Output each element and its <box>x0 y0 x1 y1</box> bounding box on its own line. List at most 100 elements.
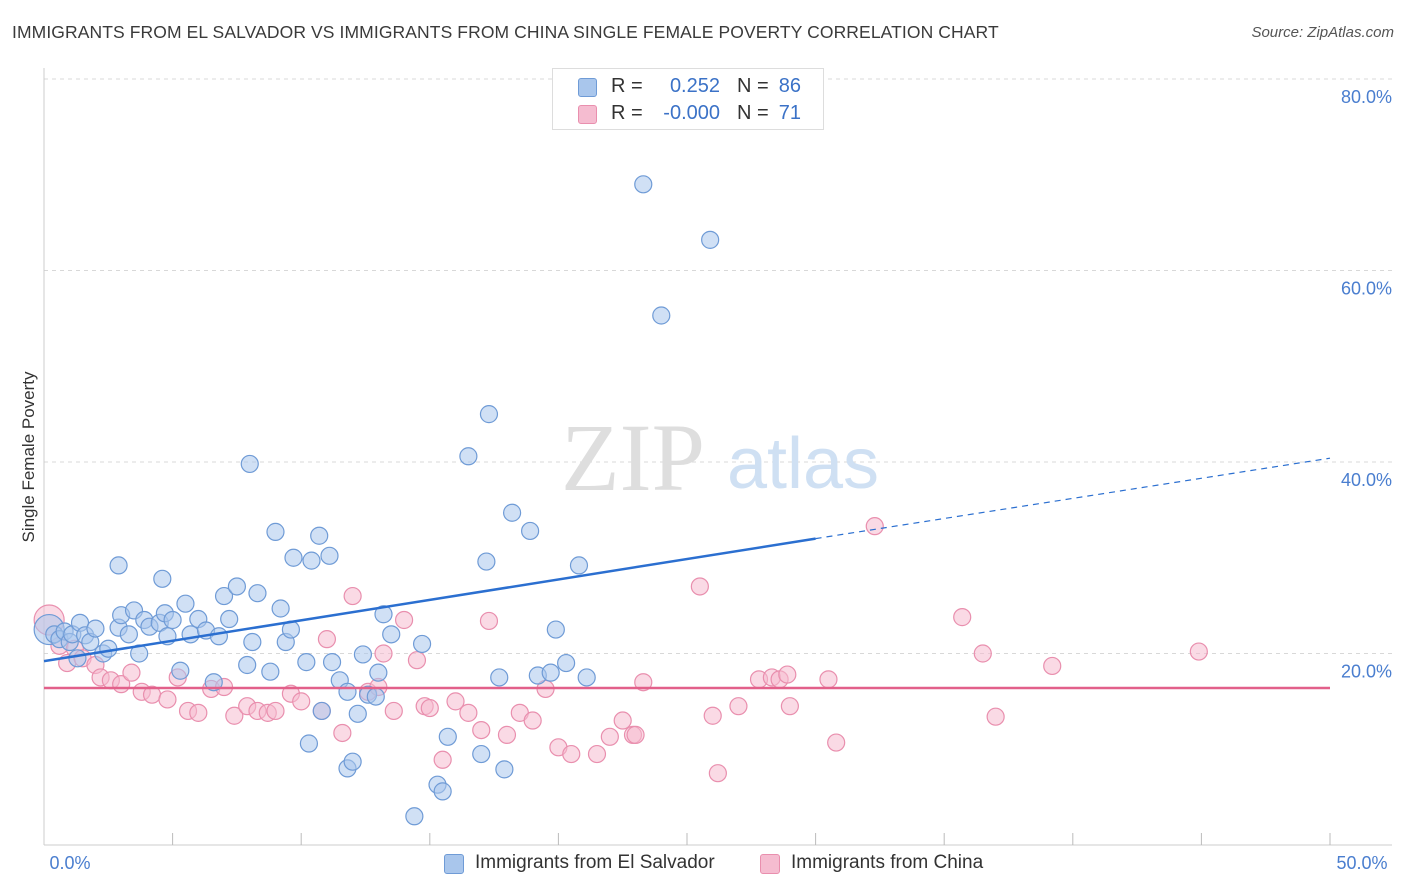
point-china <box>122 663 141 682</box>
watermark-zip: ZIP <box>561 404 705 511</box>
point-el-salvador <box>652 306 671 325</box>
grid <box>44 78 1392 654</box>
point-el-salvador <box>109 556 128 575</box>
point-china <box>973 644 992 663</box>
point-china <box>420 698 439 718</box>
point-el-salvador <box>284 548 303 567</box>
legend-n-value: 71 <box>778 102 801 124</box>
point-el-salvador <box>369 663 388 682</box>
point-china <box>158 690 177 709</box>
point-el-salvador <box>176 594 195 613</box>
point-el-salvador <box>438 727 457 746</box>
point-el-salvador <box>348 704 367 723</box>
point-china <box>703 706 722 725</box>
point-china <box>729 697 748 716</box>
trend-line-el-salvador-extension <box>815 457 1331 540</box>
point-el-salvador <box>546 620 565 639</box>
series-china-points <box>33 517 1208 783</box>
point-el-salvador <box>338 682 357 701</box>
point-china <box>384 701 403 721</box>
y-tick-label: 40.0% <box>1341 470 1392 490</box>
y-tick-label: 20.0% <box>1341 662 1392 682</box>
legend-swatch-blue <box>578 78 597 97</box>
point-el-salvador <box>119 625 138 644</box>
point-el-salvador <box>261 662 280 681</box>
point-el-salvador <box>382 625 401 644</box>
axes <box>43 68 1392 846</box>
point-el-salvador <box>248 584 267 603</box>
legend-n-label: N = <box>737 102 769 124</box>
point-china <box>865 517 884 536</box>
y-tick-label: 80.0% <box>1341 87 1392 107</box>
point-el-salvador <box>503 503 522 522</box>
bottom-legend-label: Immigrants from El Salvador <box>475 852 715 873</box>
y-tick-label: 60.0% <box>1341 279 1392 299</box>
point-el-salvador <box>320 546 339 565</box>
point-china <box>433 750 452 769</box>
point-china <box>634 673 653 692</box>
point-china <box>953 608 972 627</box>
point-el-salvador <box>240 454 259 474</box>
point-china <box>497 725 517 744</box>
trend-lines <box>43 457 1331 690</box>
correlation-legend: R = 0.252 N = 86 R = -0.000 N = 71 <box>552 68 824 130</box>
point-china <box>374 644 393 663</box>
point-china <box>708 764 727 783</box>
point-el-salvador <box>490 668 509 687</box>
legend-r-label: R = <box>611 102 643 124</box>
point-china <box>407 651 427 670</box>
point-china <box>819 670 838 689</box>
point-el-salvador <box>541 663 560 682</box>
point-china <box>523 711 542 730</box>
point-china <box>317 630 337 649</box>
point-china <box>986 707 1005 726</box>
source-label: Source: ZipAtlas.com <box>1251 24 1394 41</box>
point-el-salvador <box>312 701 331 721</box>
chart-title: IMMIGRANTS FROM EL SALVADOR VS IMMIGRANT… <box>12 22 999 42</box>
point-el-salvador <box>634 175 653 194</box>
point-china <box>266 701 285 721</box>
point-el-salvador <box>227 577 246 596</box>
point-china <box>225 706 244 725</box>
point-el-salvador <box>479 405 499 424</box>
point-el-salvador <box>220 609 239 629</box>
point-el-salvador <box>302 551 321 570</box>
point-el-salvador <box>271 599 290 618</box>
point-china <box>562 744 581 764</box>
point-el-salvador <box>353 645 373 664</box>
y-axis-title: Single Female Poverty <box>19 371 38 543</box>
point-el-salvador <box>374 605 393 624</box>
point-el-salvador <box>405 807 424 826</box>
point-china <box>292 692 311 711</box>
point-el-salvador <box>310 526 329 545</box>
point-china <box>827 733 846 752</box>
point-china <box>446 692 465 711</box>
point-el-salvador <box>299 734 319 753</box>
point-china <box>587 744 607 764</box>
point-el-salvador <box>577 668 596 687</box>
point-el-salvador <box>297 653 316 672</box>
point-el-salvador <box>238 655 257 675</box>
point-el-salvador <box>153 569 172 588</box>
point-el-salvador <box>433 782 452 801</box>
watermark: ZIP atlas <box>561 404 879 511</box>
y-tick-labels: 20.0% 40.0% 60.0% 80.0% <box>1341 87 1392 682</box>
point-el-salvador <box>68 649 87 668</box>
point-china <box>600 727 619 746</box>
watermark-atlas: atlas <box>727 424 879 504</box>
point-el-salvador <box>569 556 589 575</box>
point-el-salvador <box>477 552 496 571</box>
point-el-salvador <box>266 522 285 541</box>
point-china <box>1043 656 1062 676</box>
x-ticks <box>172 833 1331 845</box>
bottom-legend-swatch-blue <box>444 854 464 874</box>
bottom-legend-label: Immigrants from China <box>791 852 984 873</box>
point-el-salvador <box>459 447 478 466</box>
legend-r-label: R = <box>611 75 643 97</box>
point-china <box>780 697 799 716</box>
point-china <box>626 725 645 744</box>
legend-r-value: -0.000 <box>663 102 720 124</box>
point-china <box>479 611 499 631</box>
point-el-salvador <box>204 673 223 692</box>
